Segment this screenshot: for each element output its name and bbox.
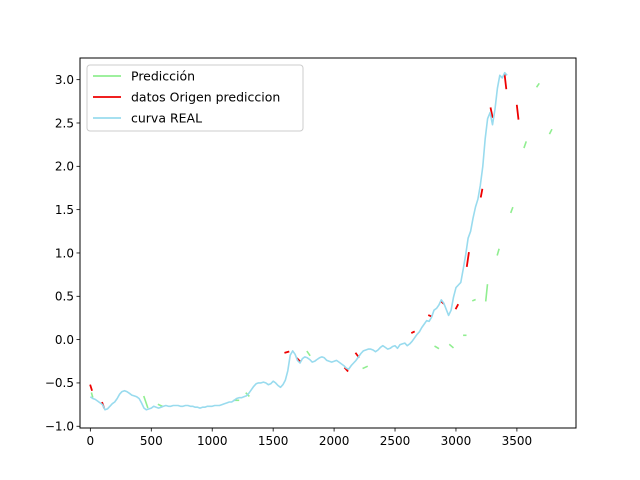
series-1-segment-12 [489, 107, 494, 118]
series-1-segment-13 [503, 74, 508, 90]
series-0-segment-8 [448, 343, 455, 349]
series-0-segment-12 [496, 248, 500, 256]
x-tick-label: 2500 [380, 434, 411, 448]
x-axis: 0 500 1000 1500 2000 2500 3000 3500 [87, 428, 533, 448]
series-1-segment-2 [284, 350, 290, 354]
series-1-segment-4 [343, 366, 349, 373]
x-tick-label: 3000 [441, 434, 472, 448]
legend: Predicción datos Origen prediccion curva R… [86, 64, 304, 132]
legend-box [86, 64, 304, 132]
legend-label: curva REAL [131, 111, 202, 126]
series-0-segment-6 [362, 365, 369, 370]
series-0-segment-10 [471, 298, 476, 302]
series-0-segment-11 [484, 284, 489, 302]
x-tick-label: 1000 [197, 434, 228, 448]
y-tick-label: 3.0 [55, 73, 74, 87]
series-0-segment-2 [157, 403, 164, 408]
series-1-segment-6 [410, 330, 416, 334]
y-tick-label: 0.0 [55, 333, 74, 347]
y-tick-label: 2.5 [55, 116, 74, 130]
legend-label: Predicción [131, 69, 195, 84]
plot-lines [89, 71, 553, 411]
series-1-segment-3 [296, 357, 302, 363]
y-tick-label: 0.5 [55, 290, 74, 304]
series-1-segment-9 [454, 303, 460, 310]
x-tick-label: 3500 [502, 434, 533, 448]
x-tick-label: 0 [87, 434, 95, 448]
plot-frame [79, 57, 577, 429]
series-0-segment-1 [142, 395, 149, 409]
x-tick-label: 500 [140, 434, 163, 448]
series-0-segment-13 [509, 206, 514, 214]
x-tick-label: 1500 [258, 434, 289, 448]
series-0 [90, 82, 553, 409]
y-tick-label: 1.5 [55, 203, 74, 217]
series-0-segment-14 [523, 141, 528, 149]
series-1-segment-10 [465, 251, 470, 268]
series-1-segment-14 [515, 104, 520, 120]
series-0-segment-0 [90, 392, 94, 398]
series-2-line [89, 71, 508, 411]
series-0-segment-7 [434, 345, 440, 350]
series-0-segment-16 [548, 128, 553, 135]
series-0-segment-15 [535, 82, 540, 88]
series-2 [89, 71, 508, 411]
y-tick-label: −0.5 [45, 376, 74, 390]
series-1-segment-0 [89, 384, 93, 392]
series-0-segment-5 [306, 350, 311, 357]
series-1-segment-11 [479, 188, 484, 198]
x-tick-label: 2000 [319, 434, 350, 448]
legend-label: datos Origen prediccion [131, 90, 280, 105]
y-tick-label: −1.0 [45, 420, 74, 434]
y-tick-label: 1.0 [55, 246, 74, 260]
series-1-segment-7 [427, 314, 433, 318]
y-tick-label: 2.0 [55, 160, 74, 174]
y-axis: −1.0 −0.5 0.0 0.5 1.0 1.5 2.0 2.5 3.0 [45, 73, 80, 434]
